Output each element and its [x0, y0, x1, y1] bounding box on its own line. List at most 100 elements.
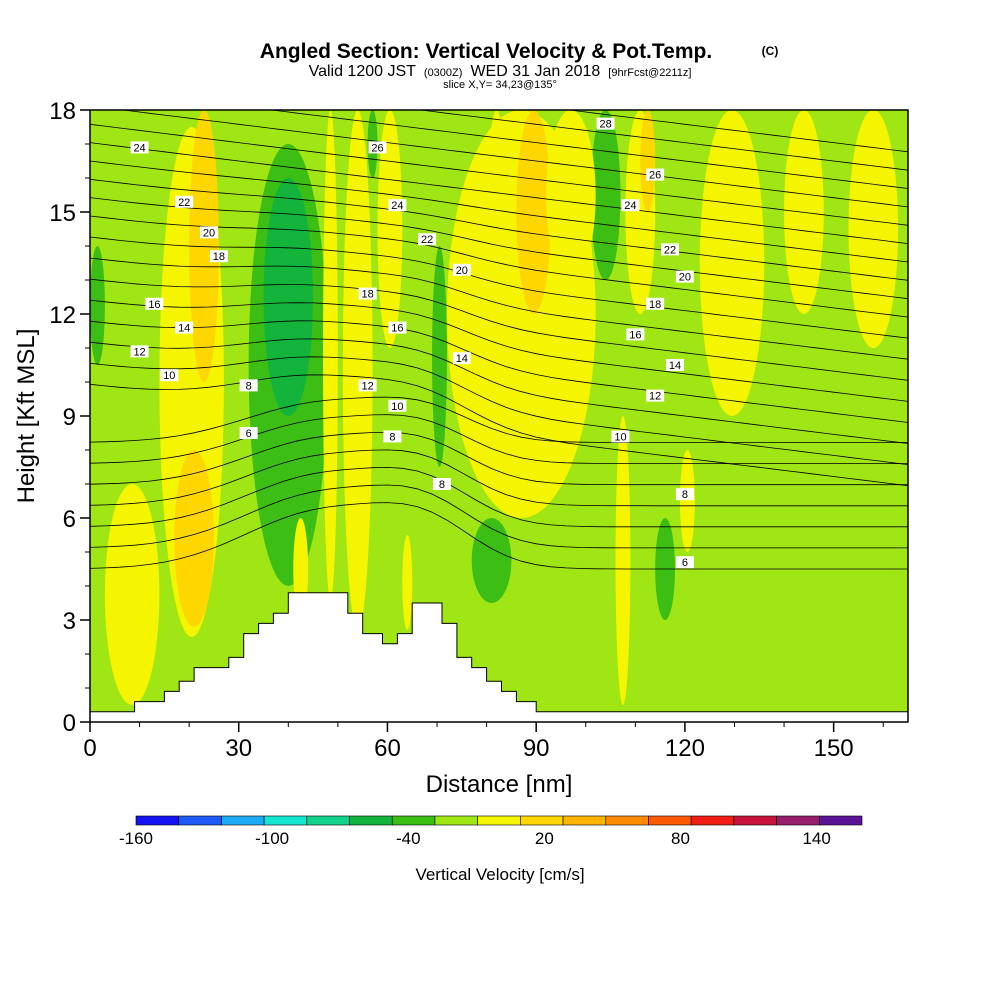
theta-label-text: 16 [629, 329, 641, 341]
theta-label-text: 20 [679, 272, 691, 284]
theta-line-21 [90, 197, 908, 300]
x-axis-label: Distance [nm] [426, 771, 573, 798]
chart-title: Angled Section: Vertical Velocity & Pot.… [260, 40, 712, 63]
velocity-cell-22 [640, 110, 656, 212]
colorbar-swatch-9 [520, 815, 564, 826]
subtitle-fcst: [9hrFcst@2211z] [608, 67, 691, 79]
theta-label-10-2: 10 [611, 430, 630, 443]
theta-label-bg [239, 427, 258, 439]
slice-label: slice X,Y= 34,23@135° [443, 79, 557, 91]
theta-label-26-1: 26 [646, 168, 665, 182]
colorbar-swatch-15 [776, 815, 820, 826]
colorbar-swatch-0 [135, 815, 180, 826]
theta-label-20-0: 20 [199, 226, 218, 239]
theta-label-6-1: 6 [675, 556, 694, 569]
theta-line-29 [565, 110, 908, 153]
theta-label-bg [383, 430, 402, 443]
theta-label-bg [239, 379, 258, 392]
theta-label-bg [621, 199, 640, 212]
theta-label-text: 8 [682, 489, 688, 501]
theta-label-text: 26 [649, 170, 661, 182]
colorbar-swatch-4 [306, 815, 350, 826]
theta-label-bg [358, 287, 377, 300]
theta-label-bg [388, 399, 407, 412]
theta-line-27 [268, 110, 908, 189]
theta-line-28 [417, 110, 908, 171]
theta-label-22-2: 22 [661, 243, 680, 256]
x-tick-label: 60 [374, 735, 401, 762]
velocity-cell-4 [189, 110, 219, 382]
colorbar-swatch-6 [391, 815, 436, 826]
theta-label-bg [626, 328, 645, 341]
subtitle-utc: (0300Z) [424, 67, 463, 79]
theta-line-9 [90, 431, 908, 486]
theta-label-14-0: 14 [175, 321, 194, 335]
theta-line-12 [90, 374, 908, 487]
velocity-cell-26 [699, 110, 765, 416]
velocity-cell-28 [848, 110, 899, 348]
theta-line-11 [90, 396, 908, 443]
theta-label-text: 24 [133, 142, 145, 154]
theta-label-bg [209, 250, 228, 263]
colorbar-label: Vertical Velocity [cm/s] [415, 865, 584, 884]
theta-line-20 [90, 215, 908, 318]
theta-label-bg [452, 352, 471, 365]
y-tick-label: 9 [63, 404, 76, 431]
velocity-cell-6 [263, 178, 314, 416]
theta-line-14 [90, 338, 908, 444]
theta-label-text: 10 [391, 401, 403, 413]
theta-label-bg [160, 369, 179, 382]
theta-label-text: 12 [133, 346, 145, 358]
theta-line-26 [119, 110, 908, 208]
theta-label-bg [646, 297, 665, 310]
theta-label-text: 22 [421, 234, 433, 246]
colorbar-tick-label: 80 [671, 829, 690, 848]
theta-label-bg [596, 117, 615, 130]
velocity-cell-8 [323, 110, 338, 600]
theta-label-bg [145, 297, 164, 310]
velocity-cell-16 [516, 110, 552, 314]
theta-label-bg [646, 168, 665, 181]
theta-label-24-2: 24 [621, 199, 640, 212]
colorbar-tick-label: -160 [119, 829, 153, 848]
theta-label-22-0: 22 [175, 195, 194, 209]
colorbar-swatch-11 [605, 815, 649, 826]
theta-label-28-0: 28 [596, 117, 615, 131]
theta-label-text: 12 [649, 391, 661, 403]
x-tick-label: 90 [523, 735, 550, 762]
theta-label-text: 28 [599, 119, 611, 131]
colorbar-swatch-7 [434, 815, 478, 826]
colorbar: -160 -100 -40 20 80 140 [119, 815, 863, 848]
chart-subtitle: Valid 1200 JST (0300Z) WED 31 Jan 2018 [… [309, 63, 692, 80]
velocity-cell-3 [174, 450, 214, 627]
colorbar-swatch-16 [818, 815, 863, 826]
theta-label-12-1: 12 [358, 379, 377, 392]
theta-label-bg [611, 430, 630, 443]
velocity-cell-15 [486, 110, 507, 348]
velocity-cell-11 [377, 110, 403, 348]
colorbar-tick-label: 140 [802, 829, 830, 848]
theta-label-text: 14 [178, 323, 190, 335]
theta-label-8-1: 8 [383, 430, 402, 443]
theta-line-23 [90, 160, 908, 263]
y-tick-label: 12 [49, 302, 76, 329]
colorbar-swatch-14 [733, 815, 777, 826]
colorbar-swatch-8 [477, 815, 521, 826]
theta-label-bg [675, 556, 694, 569]
theta-label-bg [646, 389, 665, 402]
y-tick-label: 0 [63, 710, 76, 737]
theta-line-24 [90, 142, 908, 244]
y-tick-label: 6 [63, 506, 76, 533]
theta-label-16-1: 16 [388, 321, 407, 335]
theta-label-12-0: 12 [130, 345, 149, 358]
theta-label-24-1: 24 [388, 199, 407, 212]
x-tick-label: 0 [83, 735, 96, 762]
theta-label-text: 8 [439, 479, 445, 491]
theta-label-10-0: 10 [160, 369, 179, 382]
colorbar-tick-label: 20 [535, 829, 554, 848]
theta-label-text: 22 [664, 244, 676, 256]
theta-line-13 [90, 356, 908, 465]
plot-area: 6 6 8 8 8 8 10 10 10 12 12 12 14 14 14 16 16 16 18 18 18 20 20… [90, 110, 908, 722]
theta-label-text: 10 [614, 431, 626, 443]
